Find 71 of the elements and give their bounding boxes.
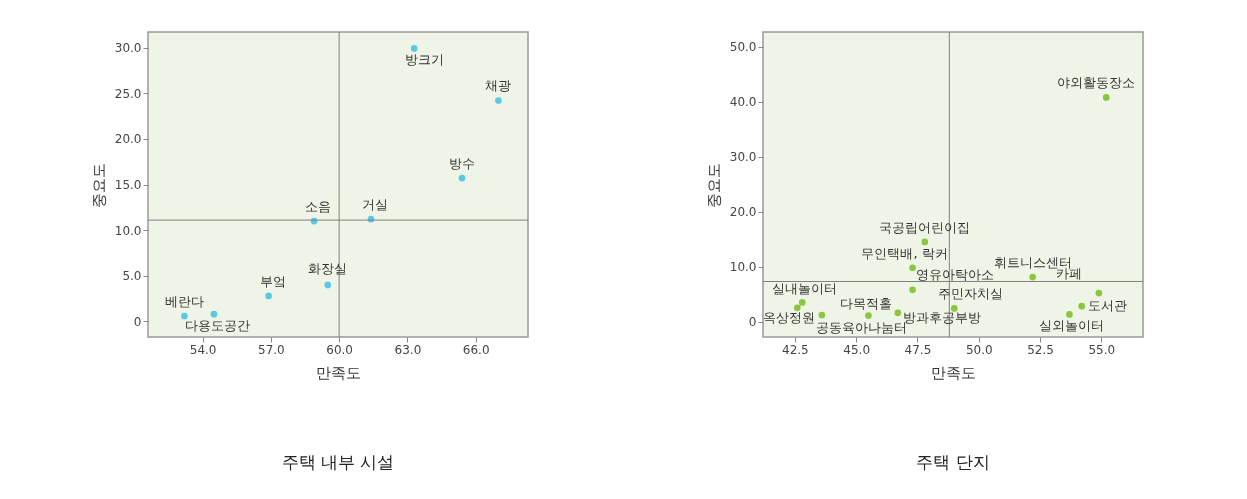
point	[181, 312, 188, 320]
y-axis-title: 중요도	[704, 162, 723, 208]
point	[909, 264, 916, 272]
annotation: 거실	[361, 197, 388, 213]
annotation: 영유아탁아소	[915, 266, 994, 282]
point	[210, 310, 218, 318]
x-tick-label: 50.0	[965, 342, 993, 357]
point	[324, 281, 332, 289]
annotation: 방수	[449, 156, 476, 172]
annotation: 실내놀이터	[771, 281, 837, 297]
text: 주택 단지	[916, 452, 990, 472]
point	[1102, 94, 1110, 101]
y-tick-label: 50.0	[729, 40, 757, 55]
point	[1078, 302, 1086, 310]
point	[458, 174, 466, 182]
point	[793, 304, 801, 312]
y-tick-label: 20.0	[114, 132, 142, 147]
point	[950, 305, 958, 312]
x-tick-label: 60.0	[326, 342, 353, 357]
annotation: 실외놀이터	[1038, 318, 1104, 334]
annotation: 방크기	[404, 52, 444, 68]
annotation: 도서관	[1088, 298, 1128, 314]
x-tick-label: 57.0	[258, 342, 285, 357]
x-tick-label: 45.0	[843, 342, 871, 357]
x-tick-label: 63.0	[394, 342, 422, 357]
annotation: 무인택배, 락커	[861, 245, 948, 261]
point	[921, 238, 929, 246]
x-tick-label: 42.5	[782, 342, 809, 357]
point	[265, 292, 272, 300]
annotation: 소음	[305, 199, 332, 215]
point	[1029, 273, 1037, 281]
point	[909, 286, 916, 294]
text: 주택 내부 시설	[281, 452, 395, 472]
x-tick-label: 52.5	[1027, 342, 1054, 357]
annotation: 채광	[485, 78, 512, 94]
y-tick-label: 0	[133, 314, 142, 329]
x-tick-label: 66.0	[462, 342, 490, 357]
point	[1095, 289, 1103, 297]
y-tick-label: 10.0	[729, 260, 757, 275]
y-tick-label: 5.0	[122, 269, 142, 284]
annotation: 화장실	[308, 260, 348, 276]
y-tick-label: 10.0	[114, 223, 142, 238]
point	[410, 45, 418, 52]
x-tick-label: 54.0	[189, 342, 217, 357]
annotation: 부엌	[259, 273, 286, 289]
annotation: 옥상정원	[763, 309, 816, 325]
point	[894, 309, 902, 317]
x-axis-title: 만족도	[316, 363, 361, 382]
point	[865, 312, 872, 319]
x-axis-title: 만족도	[931, 363, 976, 382]
y-tick-label: 30.0	[729, 150, 757, 165]
annotation: 방과후공부방	[902, 309, 981, 325]
y-tick-label: 20.0	[729, 205, 757, 220]
annotation: 주민자치실	[937, 286, 1003, 302]
y-axis-title: 중요도	[89, 162, 108, 208]
y-tick-label: 25.0	[114, 86, 142, 101]
y-tick-label: 30.0	[114, 41, 142, 56]
annotation: 국공립어린이집	[879, 219, 971, 235]
y-tick-label: 0	[748, 315, 757, 330]
annotation: 베란다	[164, 294, 204, 309]
point	[495, 97, 502, 104]
annotation: 다용도공간	[185, 318, 251, 334]
point	[798, 299, 806, 306]
x-tick-label: 47.5	[904, 342, 932, 357]
annotation: 야외활동장소	[1057, 75, 1136, 91]
y-tick-label: 40.0	[729, 95, 757, 110]
annotation: 다목적홀	[840, 295, 893, 311]
point	[1066, 311, 1073, 318]
x-tick-label: 55.0	[1088, 342, 1116, 357]
point	[818, 311, 826, 319]
y-tick-label: 15.0	[114, 178, 142, 192]
